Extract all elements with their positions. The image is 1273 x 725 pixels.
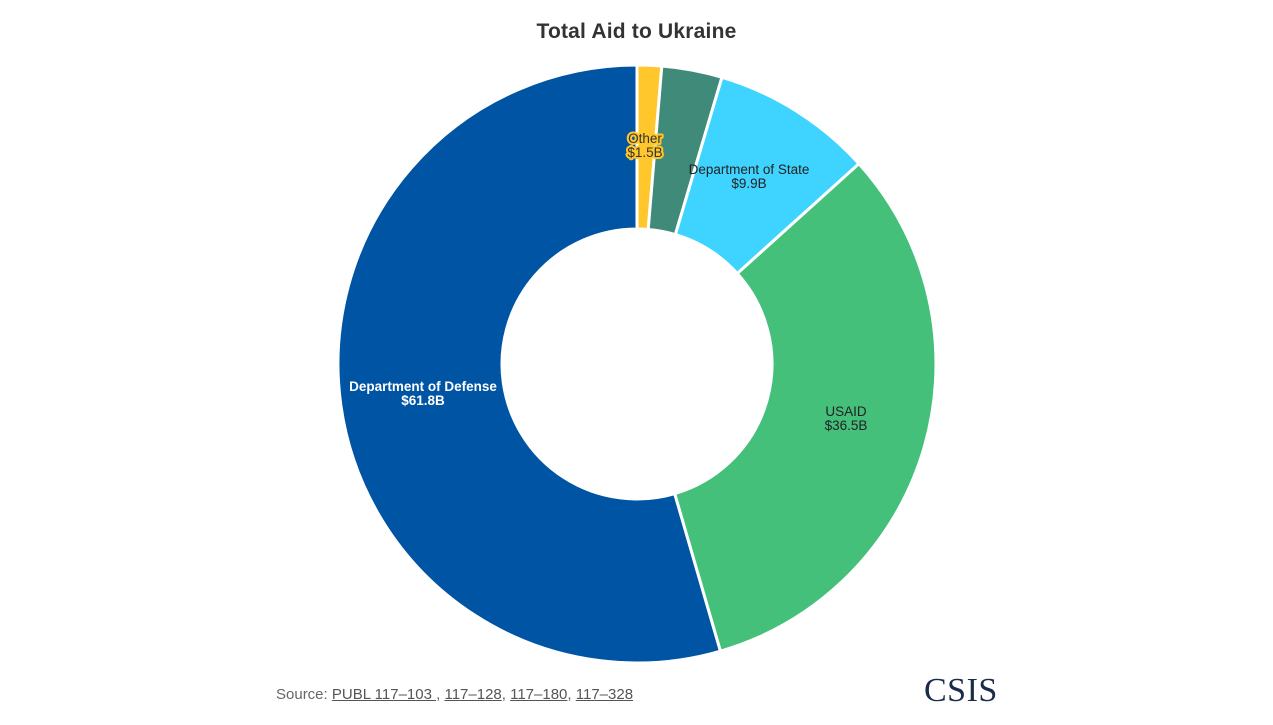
csis-logo: CSIS bbox=[924, 672, 998, 709]
source-link-117-328[interactable]: 117–328 bbox=[575, 686, 634, 703]
slice-label-usaid: USAID $36.5B bbox=[825, 404, 868, 433]
slice-label-department-of-state: Department of State $9.9B bbox=[689, 162, 810, 191]
slice-usaid[interactable] bbox=[673, 162, 938, 653]
source-link-117-128[interactable]: 117–128 bbox=[444, 686, 502, 703]
source-separator: , bbox=[567, 686, 576, 703]
slice-label-other: Other $1.5B bbox=[627, 131, 662, 160]
source-separator: , bbox=[436, 686, 445, 703]
slice-department-of-defense[interactable] bbox=[336, 63, 722, 665]
source-link-117-180[interactable]: 117–180 bbox=[510, 686, 568, 703]
source-separator: , bbox=[501, 686, 511, 703]
source-link-publ-117-103[interactable]: PUBL 117–103 bbox=[331, 686, 437, 703]
source-note: Source: PUBL 117–103 , 117–128, 117–180,… bbox=[276, 686, 633, 703]
slice-label-department-of-defense: Department of Defense $61.8B bbox=[349, 379, 497, 408]
chart-title: Total Aid to Ukraine bbox=[536, 20, 737, 43]
source-prefix: Source: bbox=[276, 686, 332, 703]
